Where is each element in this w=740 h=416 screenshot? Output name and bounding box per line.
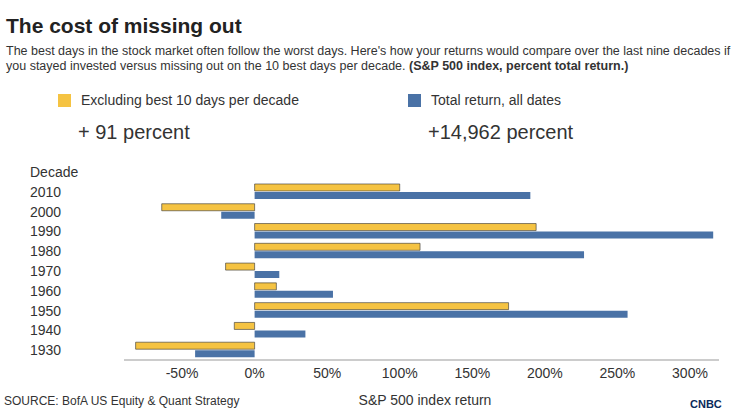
svg-text:2000: 2000 xyxy=(30,204,61,220)
svg-text:1940: 1940 xyxy=(30,322,61,338)
html-text:CNBC: CNBC xyxy=(690,398,722,410)
svg-text:2010: 2010 xyxy=(30,184,61,200)
html-text:The cost of missing out: The cost of missing out xyxy=(6,14,242,37)
svg-text:1960: 1960 xyxy=(30,283,61,299)
html-text:S&P 500 index return: S&P 500 index return xyxy=(358,392,492,408)
svg-text:200%: 200% xyxy=(527,365,563,381)
svg-text:1990: 1990 xyxy=(30,223,61,239)
svg-text:1970: 1970 xyxy=(30,263,61,279)
html-text:Excluding best 10 days per dec: Excluding best 10 days per decade xyxy=(81,92,299,108)
html-text:The best days in the stock mar: The best days in the stock market often … xyxy=(6,44,731,73)
html-text:Decade: Decade xyxy=(30,164,79,180)
html-text:+14,962 percent: +14,962 percent xyxy=(428,121,574,143)
svg-text:-50%: -50% xyxy=(166,365,199,381)
html-text:Total return, all dates: Total return, all dates xyxy=(431,92,561,108)
svg-text:1950: 1950 xyxy=(30,303,61,319)
svg-text:50%: 50% xyxy=(313,365,341,381)
svg-text:0%: 0% xyxy=(244,365,264,381)
svg-text:250%: 250% xyxy=(600,365,636,381)
svg-text:150%: 150% xyxy=(454,365,490,381)
svg-text:300%: 300% xyxy=(672,365,708,381)
svg-text:100%: 100% xyxy=(382,365,418,381)
svg-text:1980: 1980 xyxy=(30,243,61,259)
html-text:+ 91 percent: + 91 percent xyxy=(78,121,190,143)
svg-text:1930: 1930 xyxy=(30,342,61,358)
html-text:SOURCE: BofA US Equity & Quant: SOURCE: BofA US Equity & Quant Strategy xyxy=(4,394,240,408)
